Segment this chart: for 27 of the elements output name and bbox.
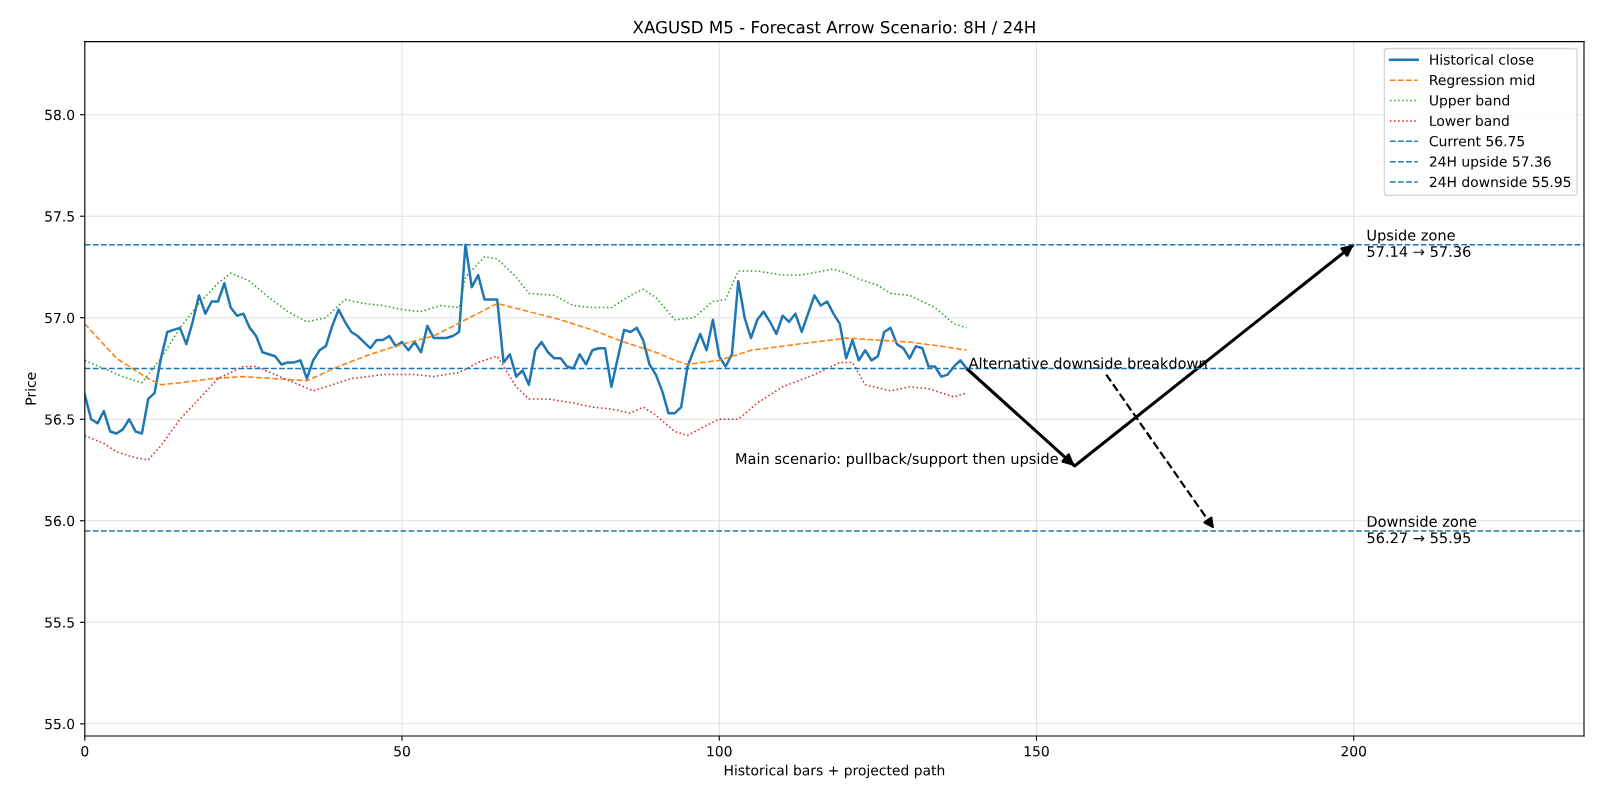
y-tick-label: 55.0	[45, 718, 75, 730]
chart-title: XAGUSD M5 - Forecast Arrow Scenario: 8H / 24H	[633, 20, 1035, 35]
x-axis-title: Historical bars + projected path	[724, 764, 945, 779]
y-axis-title: Price	[25, 372, 36, 405]
legend-label: Historical close	[1430, 54, 1534, 65]
legend-label: 24H upside 57.36	[1429, 156, 1551, 170]
y-tick-label: 57.5	[45, 211, 74, 222]
y-tick-label: 56.5	[45, 414, 74, 425]
y-tick-label: 57.0	[45, 312, 75, 324]
legend-label: Lower band	[1430, 115, 1509, 127]
x-tick-label: 50	[394, 745, 410, 757]
legend-label: Current 56.75	[1429, 135, 1524, 147]
x-tick-label: 150	[1024, 745, 1049, 757]
y-tick-label: 55.5	[45, 617, 74, 628]
line-series	[84, 302, 968, 386]
annotation: Upside zone 57.14 → 57.36	[1367, 229, 1471, 258]
annotation: Main scenario: pullback/support then upside	[736, 452, 1058, 467]
line-series	[84, 256, 968, 384]
x-tick-label: 100	[707, 745, 732, 757]
y-tick-label: 58.0	[45, 109, 75, 121]
legend-label: Upper band	[1430, 94, 1510, 109]
x-tick-label: 200	[1341, 745, 1367, 757]
x-tick-label: 0	[81, 745, 89, 757]
annotation: Downside zone 56.27 → 55.95	[1367, 515, 1477, 544]
y-tick-label: 56.0	[45, 515, 75, 527]
legend-label: 24H downside 55.95	[1429, 176, 1571, 188]
legend-label: Regression mid	[1430, 74, 1535, 88]
